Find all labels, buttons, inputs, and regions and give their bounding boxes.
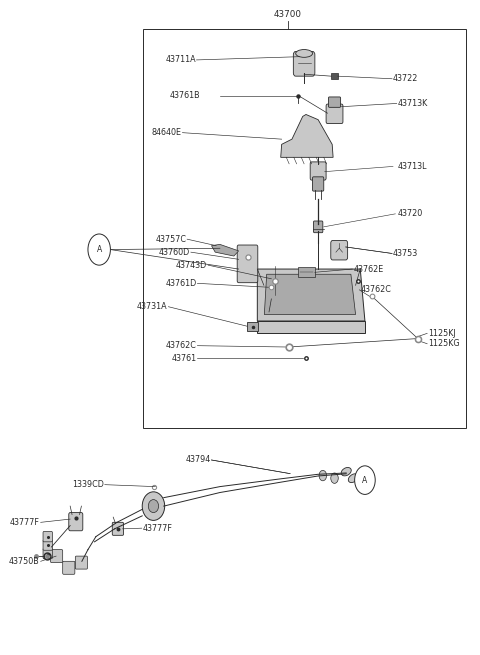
Text: 43700: 43700 bbox=[274, 10, 302, 19]
Text: 1339CD: 1339CD bbox=[72, 480, 104, 489]
Text: 43750B: 43750B bbox=[9, 557, 40, 566]
Text: 43722: 43722 bbox=[393, 74, 419, 83]
Polygon shape bbox=[264, 274, 356, 314]
Bar bbox=[331, 73, 338, 79]
Text: 43757C: 43757C bbox=[155, 234, 186, 244]
FancyBboxPatch shape bbox=[43, 531, 52, 542]
Text: 43777F: 43777F bbox=[10, 518, 40, 527]
FancyBboxPatch shape bbox=[237, 245, 258, 283]
FancyBboxPatch shape bbox=[326, 104, 343, 124]
Ellipse shape bbox=[142, 492, 165, 520]
Text: 43713K: 43713K bbox=[398, 99, 428, 108]
Text: 43761B: 43761B bbox=[169, 91, 200, 100]
FancyBboxPatch shape bbox=[50, 550, 63, 563]
FancyBboxPatch shape bbox=[63, 561, 75, 574]
Text: 43743D: 43743D bbox=[176, 261, 207, 270]
FancyBboxPatch shape bbox=[69, 513, 83, 531]
FancyBboxPatch shape bbox=[310, 162, 326, 180]
Text: 43713L: 43713L bbox=[398, 162, 427, 171]
Text: 43762C: 43762C bbox=[166, 341, 196, 350]
Polygon shape bbox=[257, 269, 365, 321]
Circle shape bbox=[88, 234, 110, 265]
FancyBboxPatch shape bbox=[312, 177, 324, 191]
Text: 1125KG: 1125KG bbox=[428, 339, 460, 348]
FancyBboxPatch shape bbox=[75, 556, 87, 569]
Text: 43720: 43720 bbox=[398, 210, 423, 218]
Polygon shape bbox=[212, 244, 239, 256]
Circle shape bbox=[319, 470, 326, 481]
FancyBboxPatch shape bbox=[112, 522, 123, 535]
Bar bbox=[247, 322, 258, 331]
Text: 43711A: 43711A bbox=[166, 56, 196, 64]
FancyBboxPatch shape bbox=[331, 240, 348, 260]
FancyBboxPatch shape bbox=[328, 97, 341, 107]
Bar bbox=[298, 267, 315, 278]
Text: 1125KJ: 1125KJ bbox=[428, 329, 456, 338]
Text: 43760D: 43760D bbox=[158, 248, 190, 257]
Text: 43794: 43794 bbox=[185, 455, 211, 464]
FancyBboxPatch shape bbox=[293, 52, 315, 76]
FancyBboxPatch shape bbox=[43, 548, 52, 559]
Polygon shape bbox=[281, 115, 333, 157]
FancyBboxPatch shape bbox=[313, 221, 323, 233]
Bar bbox=[257, 321, 365, 333]
Ellipse shape bbox=[296, 50, 312, 58]
Circle shape bbox=[355, 466, 375, 495]
Circle shape bbox=[331, 473, 338, 483]
Text: 43753: 43753 bbox=[393, 249, 418, 258]
FancyBboxPatch shape bbox=[43, 540, 52, 550]
Text: A: A bbox=[96, 245, 102, 254]
Text: 43762C: 43762C bbox=[360, 286, 391, 294]
Bar bbox=[143, 29, 466, 428]
Text: 43777F: 43777F bbox=[143, 524, 173, 533]
Ellipse shape bbox=[148, 500, 158, 513]
Ellipse shape bbox=[341, 468, 351, 476]
Text: 84640E: 84640E bbox=[152, 128, 181, 137]
Text: 43731A: 43731A bbox=[137, 302, 168, 311]
Text: A: A bbox=[362, 476, 368, 485]
Text: 43761D: 43761D bbox=[165, 279, 196, 288]
Ellipse shape bbox=[348, 474, 358, 483]
Text: 43761: 43761 bbox=[171, 354, 196, 362]
Text: 43762E: 43762E bbox=[353, 265, 384, 274]
